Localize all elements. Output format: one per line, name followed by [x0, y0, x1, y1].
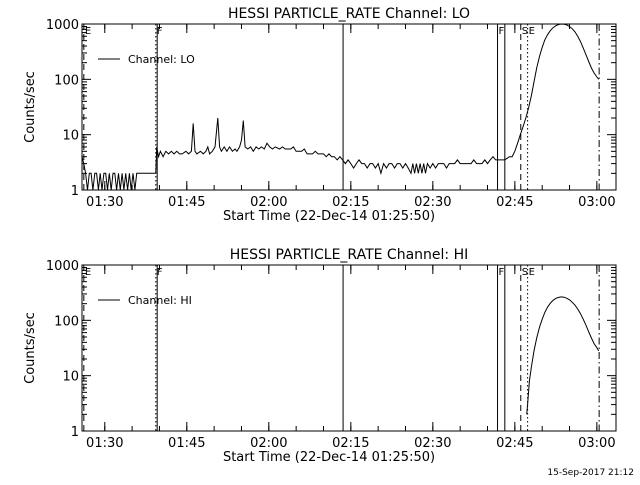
event-marker-label: F — [499, 267, 505, 278]
plot-frame — [81, 23, 617, 191]
y-tick-label: 10 — [62, 129, 79, 144]
event-marker-label: E — [85, 26, 91, 37]
x-tick-label: 02:00 — [250, 436, 287, 451]
x-tick-label: 02:15 — [332, 436, 369, 451]
series-line — [526, 296, 600, 415]
y-tick-label: 1000 — [46, 259, 79, 274]
event-marker-label: F — [157, 26, 163, 37]
event-marker-label: F — [499, 26, 505, 37]
panel-hi: HESSI PARTICLE_RATE Channel: HIE F F S E1101… — [23, 247, 617, 465]
x-axis-label: Start Time (22-Dec-14 01:25:50) — [223, 450, 435, 465]
x-tick-label: 03:00 — [578, 195, 615, 210]
y-tick-label: 100 — [54, 73, 79, 88]
y-tick-label: 10 — [62, 370, 79, 385]
plot-frame — [81, 264, 617, 432]
x-tick-label: 02:15 — [332, 195, 369, 210]
y-axis-label: Counts/sec — [23, 71, 38, 143]
x-tick-label: 02:00 — [250, 195, 287, 210]
x-tick-label: 03:00 — [578, 436, 615, 451]
x-tick-label: 02:45 — [496, 436, 533, 451]
y-tick-label: 1000 — [46, 18, 79, 33]
x-tick-label: 02:30 — [414, 195, 451, 210]
x-axis-label: Start Time (22-Dec-14 01:25:50) — [223, 209, 435, 224]
series-line — [497, 23, 600, 161]
y-tick-label: 1 — [71, 184, 79, 199]
event-marker-label: S — [522, 267, 528, 278]
chart-title: HESSI PARTICLE_RATE Channel: LO — [228, 6, 470, 22]
x-tick-label: 02:45 — [496, 195, 533, 210]
y-axis-label: Counts/sec — [23, 312, 38, 384]
x-tick-label: 02:30 — [414, 436, 451, 451]
event-marker-label: E — [529, 267, 535, 278]
x-tick-label: 01:45 — [168, 195, 205, 210]
legend-label: Channel: HI — [128, 294, 192, 307]
series-line — [81, 117, 498, 191]
x-tick-label: 01:45 — [168, 436, 205, 451]
event-marker-label: F — [157, 267, 163, 278]
x-tick-label: 01:30 — [86, 195, 123, 210]
y-tick-label: 1 — [71, 425, 79, 440]
event-marker-label: E — [529, 26, 535, 37]
event-marker-label: E — [85, 267, 91, 278]
chart-title: HESSI PARTICLE_RATE Channel: HI — [230, 247, 468, 263]
x-tick-label: 01:30 — [86, 436, 123, 451]
y-tick-label: 100 — [54, 314, 79, 329]
panel-lo: HESSI PARTICLE_RATE Channel: LOE F F S E1101… — [23, 6, 617, 224]
footer-timestamp: 15-Sep-2017 21:12 — [547, 468, 634, 478]
event-marker-label: S — [522, 26, 528, 37]
legend-label: Channel: LO — [128, 53, 195, 66]
